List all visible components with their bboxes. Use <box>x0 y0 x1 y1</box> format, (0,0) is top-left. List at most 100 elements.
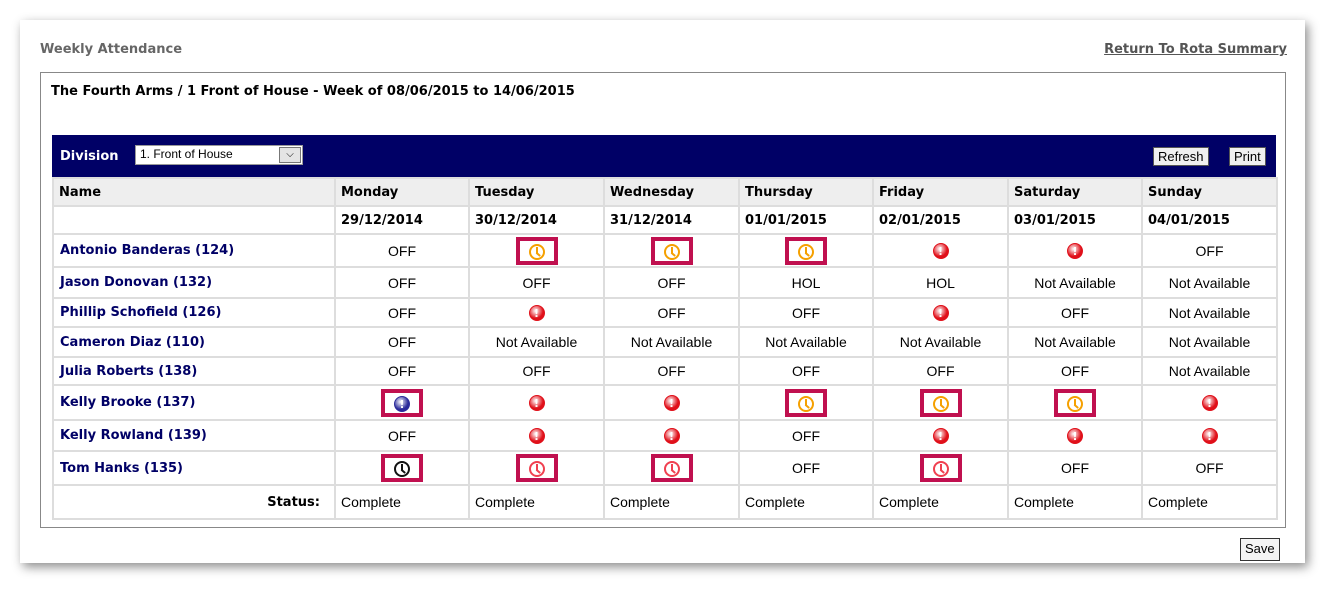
clock-red-icon[interactable] <box>932 461 949 478</box>
division-toolbar: Division 1. Front of House ⌵ Refresh Prin… <box>52 135 1276 177</box>
attendance-cell[interactable]: ! <box>468 419 605 452</box>
attendance-cell[interactable]: ! <box>872 419 1009 452</box>
attendance-cell[interactable] <box>334 450 470 486</box>
clock-orange-icon[interactable] <box>1067 395 1083 412</box>
shift-status: OFF <box>1195 242 1224 259</box>
attendance-cell[interactable]: Not Available <box>1141 326 1278 358</box>
attendance-cell[interactable]: Not Available <box>1007 326 1143 358</box>
attendance-cell[interactable]: ! <box>603 419 740 452</box>
alert-red-icon[interactable]: ! <box>528 395 545 412</box>
alert-red-icon[interactable]: ! <box>1067 428 1083 445</box>
attendance-cell[interactable]: ! <box>334 384 470 421</box>
clock-red-icon[interactable] <box>663 461 680 478</box>
attendance-cell[interactable]: OFF <box>738 297 874 328</box>
employee-name[interactable]: Tom Hanks (135) <box>52 450 336 486</box>
attendance-cell[interactable]: HOL <box>872 266 1009 299</box>
attendance-cell[interactable]: Not Available <box>1141 266 1278 299</box>
attendance-cell[interactable]: Not Available <box>603 326 740 358</box>
attendance-cell[interactable]: OFF <box>872 356 1009 386</box>
clock-orange-icon[interactable] <box>932 395 949 412</box>
employee-name[interactable]: Kelly Brooke (137) <box>52 384 336 421</box>
attendance-cell[interactable]: Not Available <box>1141 297 1278 328</box>
chevron-down-icon[interactable]: ⌵ <box>279 147 301 163</box>
attendance-cell[interactable]: HOL <box>738 266 874 299</box>
employee-name[interactable]: Phillip Schofield (126) <box>52 297 336 328</box>
attendance-cell[interactable]: OFF <box>603 266 740 299</box>
employee-name[interactable]: Kelly Rowland (139) <box>52 419 336 452</box>
attendance-cell[interactable] <box>738 233 874 268</box>
attendance-cell[interactable]: ! <box>1007 419 1143 452</box>
alert-red-icon[interactable]: ! <box>932 305 949 322</box>
clock-orange-icon[interactable] <box>528 243 545 260</box>
attendance-cell[interactable]: Not Available <box>1007 266 1143 299</box>
alert-red-icon[interactable]: ! <box>1201 395 1218 412</box>
attendance-cell[interactable]: OFF <box>334 326 470 358</box>
employee-name[interactable]: Jason Donovan (132) <box>52 266 336 299</box>
alert-red-icon[interactable]: ! <box>663 428 680 445</box>
alert-blue-icon[interactable]: ! <box>394 395 410 412</box>
attendance-cell[interactable]: OFF <box>334 266 470 299</box>
attendance-cell[interactable]: OFF <box>1141 233 1278 268</box>
clock-orange-icon[interactable] <box>663 243 680 260</box>
attendance-cell[interactable]: OFF <box>1007 356 1143 386</box>
save-button[interactable]: Save <box>1240 538 1280 561</box>
attendance-cell[interactable]: ! <box>872 297 1009 328</box>
alert-red-icon[interactable]: ! <box>1067 243 1083 260</box>
attendance-cell[interactable]: ! <box>1141 419 1278 452</box>
attendance-cell[interactable]: OFF <box>1141 450 1278 486</box>
employee-name[interactable]: Antonio Banderas (124) <box>52 233 336 268</box>
alert-red-icon[interactable]: ! <box>1201 428 1218 445</box>
clock-orange-icon[interactable] <box>798 243 814 260</box>
attendance-cell[interactable]: ! <box>1141 384 1278 421</box>
employee-name[interactable]: Julia Roberts (138) <box>52 356 336 386</box>
attendance-cell[interactable] <box>468 450 605 486</box>
attendance-cell[interactable]: ! <box>468 297 605 328</box>
shift-status: Not Available <box>1168 334 1251 350</box>
shift-status: OFF <box>657 304 686 321</box>
attendance-cell[interactable]: OFF <box>738 450 874 486</box>
attendance-cell[interactable]: OFF <box>334 233 470 268</box>
attendance-cell[interactable] <box>1007 384 1143 421</box>
attendance-cell[interactable]: OFF <box>603 297 740 328</box>
attendance-cell[interactable] <box>603 233 740 268</box>
division-select[interactable]: 1. Front of House ⌵ <box>135 145 303 165</box>
clock-black-icon[interactable] <box>394 461 410 478</box>
attendance-cell[interactable]: Not Available <box>872 326 1009 358</box>
day-header: Wednesday <box>603 177 740 207</box>
employee-name[interactable]: Cameron Diaz (110) <box>52 326 336 358</box>
attendance-cell[interactable]: OFF <box>1007 297 1143 328</box>
clock-red-icon[interactable] <box>528 461 545 478</box>
attendance-cell[interactable]: OFF <box>468 266 605 299</box>
attendance-cell[interactable] <box>738 384 874 421</box>
attendance-cell[interactable]: OFF <box>334 419 470 452</box>
attendance-cell[interactable]: OFF <box>738 419 874 452</box>
return-to-rota-summary-link[interactable]: Return To Rota Summary <box>1104 42 1287 57</box>
shift-status: OFF <box>1061 304 1089 321</box>
attendance-cell[interactable]: Not Available <box>738 326 874 358</box>
day-status: Complete <box>334 484 470 520</box>
alert-red-icon[interactable]: ! <box>528 428 545 445</box>
attendance-cell[interactable]: ! <box>603 384 740 421</box>
attendance-cell[interactable]: Not Available <box>1141 356 1278 386</box>
alert-red-icon[interactable]: ! <box>663 395 680 412</box>
attendance-cell[interactable]: OFF <box>334 356 470 386</box>
attendance-cell[interactable]: OFF <box>1007 450 1143 486</box>
attendance-cell[interactable]: OFF <box>738 356 874 386</box>
attendance-cell[interactable] <box>872 384 1009 421</box>
attendance-cell[interactable]: OFF <box>468 356 605 386</box>
print-button[interactable]: Print <box>1229 147 1266 166</box>
attendance-cell[interactable] <box>603 450 740 486</box>
clock-orange-icon[interactable] <box>798 395 814 412</box>
attendance-cell[interactable]: Not Available <box>468 326 605 358</box>
refresh-button[interactable]: Refresh <box>1153 147 1209 166</box>
alert-red-icon[interactable]: ! <box>528 305 545 322</box>
attendance-cell[interactable]: ! <box>872 233 1009 268</box>
attendance-cell[interactable] <box>872 450 1009 486</box>
attendance-cell[interactable]: ! <box>468 384 605 421</box>
attendance-cell[interactable]: ! <box>1007 233 1143 268</box>
attendance-cell[interactable]: OFF <box>603 356 740 386</box>
attendance-cell[interactable] <box>468 233 605 268</box>
alert-red-icon[interactable]: ! <box>932 428 949 445</box>
alert-red-icon[interactable]: ! <box>932 243 949 260</box>
attendance-cell[interactable]: OFF <box>334 297 470 328</box>
